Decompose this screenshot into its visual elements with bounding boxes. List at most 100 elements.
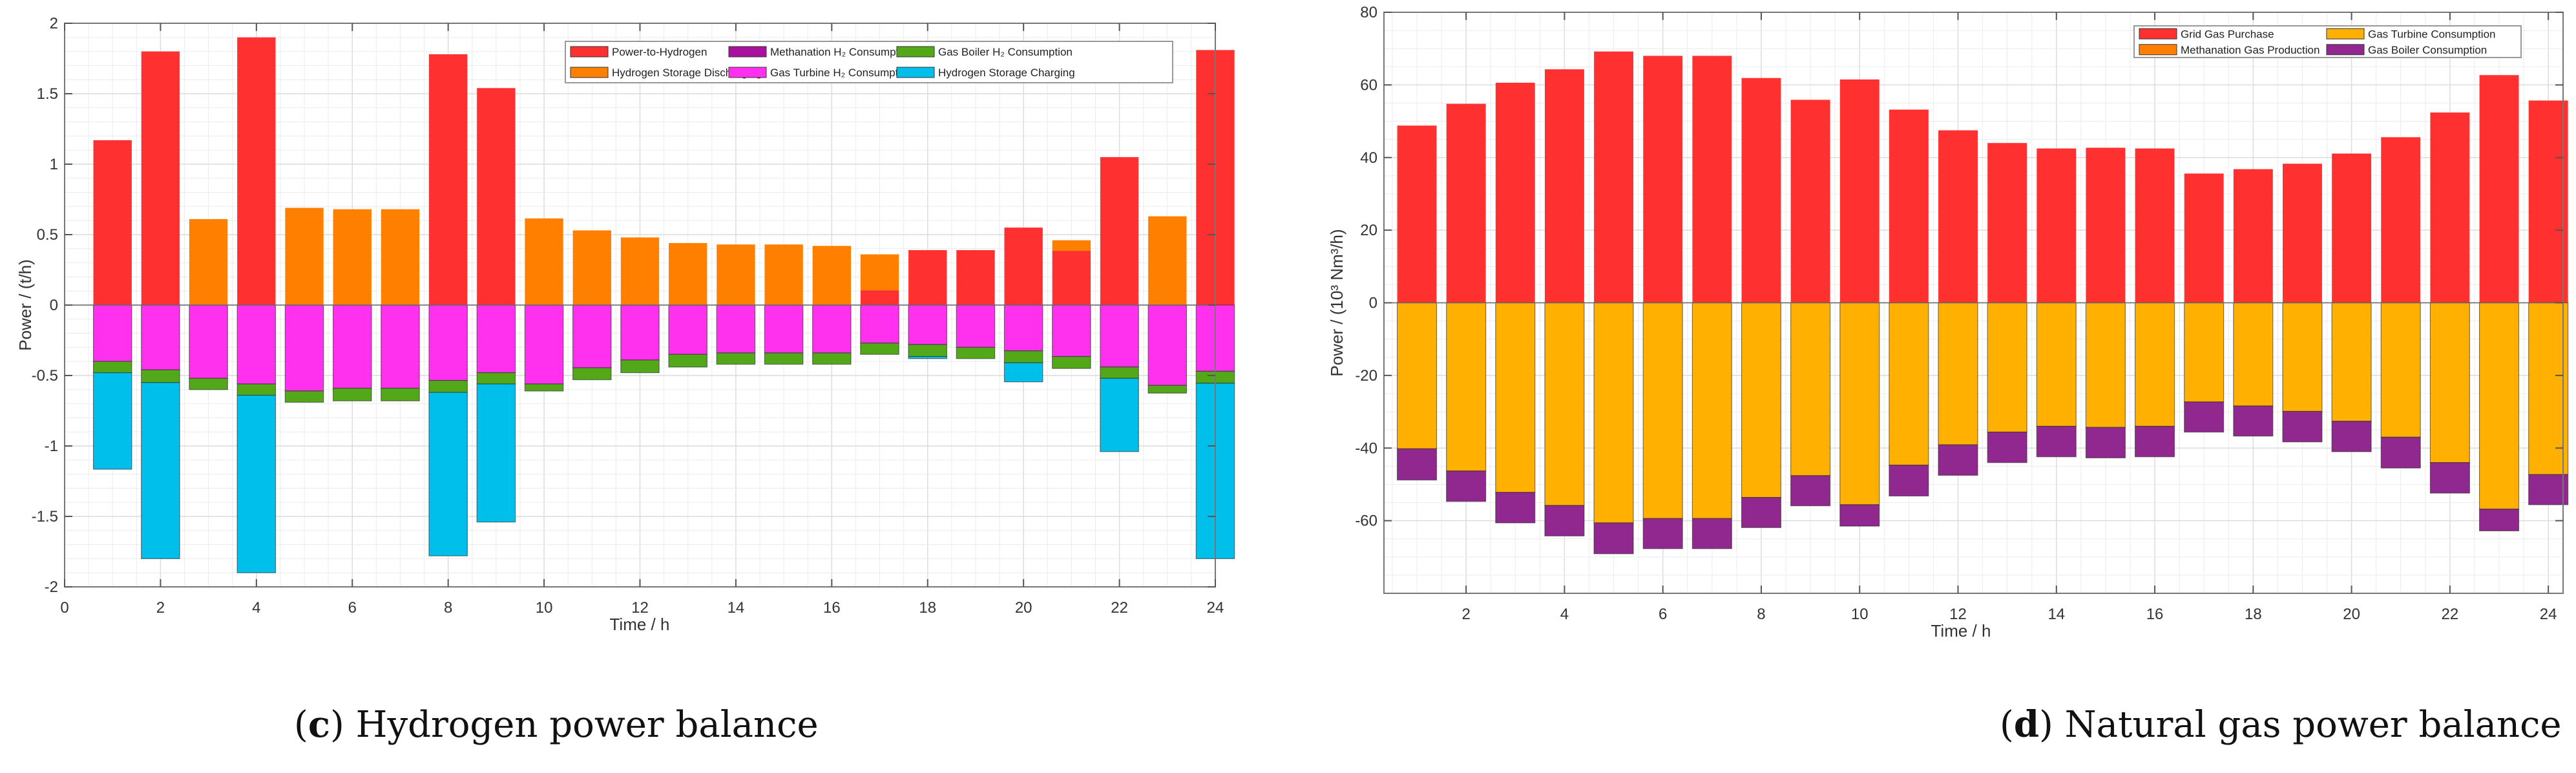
legend-box: [565, 41, 1173, 83]
bar-segment-gas-turbine-consumption-t10: [1839, 302, 1880, 505]
bar-segment-hydrogen-storage-discharging-t12: [620, 237, 660, 305]
bar-segment-gas-boiler-consumption-t3: [1495, 492, 1536, 524]
caption-c-open: (: [294, 704, 308, 746]
bar-segment-gas-boiler-consumption-t22: [2429, 462, 2470, 494]
bar-segment-hydrogen-storage-charging-t2: [141, 382, 180, 560]
y-tick-label: -2: [45, 578, 58, 596]
bar-segment-power-to-hydrogen-t2: [141, 51, 180, 305]
bar-segment-grid-gas-purchase-t12: [1938, 130, 1978, 303]
bar-segment-power-to-hydrogen-t9: [477, 88, 516, 305]
bar-segment-gas-boiler-h-consumption-t13: [668, 354, 707, 368]
y-tick-label: -1: [45, 438, 58, 455]
bar-segment-gas-boiler-consumption-t21: [2380, 436, 2421, 469]
bar-segment-gas-turbine-h-consumption-t12: [620, 304, 660, 361]
bar-segment-hydrogen-storage-charging-t4: [236, 394, 277, 573]
bar-segment-power-to-hydrogen-t18: [908, 249, 947, 305]
bar-segment-gas-turbine-h-consumption-t13: [668, 304, 707, 355]
bar-segment-power-to-hydrogen-t19: [956, 249, 995, 305]
bar-segment-gas-boiler-consumption-t2: [1446, 471, 1487, 502]
legend-swatch: [728, 46, 767, 58]
bar-segment-grid-gas-purchase-t11: [1889, 109, 1929, 303]
bar-segment-gas-turbine-h-consumption-t1: [92, 304, 132, 362]
bar-segment-grid-gas-purchase-t1: [1397, 125, 1437, 303]
bar-segment-gas-boiler-h-consumption-t15: [764, 352, 804, 365]
legend-swatch: [2326, 28, 2365, 39]
bar-segment-hydrogen-storage-discharging-t7: [381, 209, 420, 305]
x-tick-label: 12: [631, 599, 649, 617]
y-tick-label: 80: [1360, 4, 1377, 21]
x-tick-label: 0: [60, 599, 68, 617]
bar-segment-gas-boiler-h-consumption-t5: [284, 390, 324, 403]
caption-d-open: (: [2000, 704, 2014, 746]
caption-d: (d) Natural gas power balance: [2000, 703, 2562, 746]
legend-swatch: [896, 67, 935, 78]
legend-swatch: [570, 67, 609, 78]
x-axis-label: Time / h: [610, 615, 670, 634]
bar-segment-gas-turbine-h-consumption-t8: [428, 304, 468, 381]
bar-segment-gas-turbine-consumption-t3: [1495, 302, 1536, 493]
hydrogen-power-balance-chart: 0 2 4 6 8 10 12 14 16 18 20 22 2421.510.50-0.5-1-1.5…: [16, 15, 1235, 634]
bar-segment-gas-boiler-h-consumption-t22: [1100, 366, 1139, 379]
bar-segment-gas-boiler-h-consumption-t10: [524, 383, 564, 392]
bar-segment-gas-boiler-h-consumption-t18: [908, 344, 948, 357]
bar-segment-hydrogen-storage-discharging-t6: [333, 209, 372, 305]
caption-c-letter: c: [308, 703, 330, 746]
bar-segment-grid-gas-purchase-t19: [2283, 164, 2322, 303]
bar-segment-gas-turbine-consumption-t17: [2184, 302, 2225, 403]
legend: Power-to-Hydrogen Hydrogen Storage Discha…: [565, 41, 1173, 83]
x-tick-label: 24: [1207, 599, 1224, 617]
legend-swatch: [728, 67, 767, 78]
bar-segment-grid-gas-purchase-t21: [2381, 137, 2421, 303]
legend-label: Power-to-Hydrogen: [612, 46, 707, 58]
bar-segment-gas-boiler-consumption-t4: [1544, 505, 1585, 536]
y-tick-label: 20: [1360, 222, 1377, 239]
bar-segment-hydrogen-storage-discharging-t15: [764, 244, 803, 305]
bar-segment-gas-boiler-h-consumption-t4: [236, 383, 277, 396]
legend-label: Grid Gas Purchase: [2181, 28, 2274, 40]
legend-label: Methanation H₂ Consumption: [770, 46, 914, 58]
bar-segment-grid-gas-purchase-t7: [1692, 56, 1732, 303]
bar-segment-gas-boiler-h-consumption-t1: [92, 361, 132, 374]
y-tick-label: -20: [1355, 367, 1377, 385]
bar-segment-gas-turbine-consumption-t18: [2233, 302, 2274, 407]
bar-segment-gas-boiler-consumption-t23: [2478, 509, 2520, 531]
bar-segment-gas-turbine-h-consumption-t9: [476, 304, 516, 374]
bar-segment-grid-gas-purchase-t9: [1790, 100, 1830, 303]
y-tick-label: 0.5: [37, 226, 58, 244]
bar-segment-gas-boiler-h-consumption-t20: [1003, 350, 1043, 363]
bar-segment-hydrogen-storage-discharging-t14: [717, 244, 755, 305]
x-tick-label: 2: [1461, 606, 1470, 623]
bar-segment-hydrogen-storage-discharging-t16: [812, 246, 852, 305]
bar-segment-gas-turbine-consumption-t8: [1741, 302, 1782, 498]
legend-label: Methanation Gas Production: [2181, 44, 2319, 56]
bar-segment-hydrogen-storage-charging-t22: [1100, 377, 1139, 452]
bar-segment-hydrogen-storage-discharging-t11: [572, 230, 611, 305]
bar-segment-gas-boiler-consumption-t11: [1889, 465, 1929, 497]
bar-segment-grid-gas-purchase-t24: [2528, 100, 2568, 303]
bar-segment-grid-gas-purchase-t4: [1544, 69, 1584, 303]
bar-segment-gas-turbine-consumption-t1: [1396, 302, 1438, 449]
legend-label: Gas Turbine H₂ Consumption: [770, 67, 913, 79]
bar-segment-gas-boiler-consumption-t15: [2085, 427, 2126, 459]
bar-segment-gas-turbine-h-consumption-t10: [524, 304, 564, 385]
bar-segment-power-to-hydrogen-t22: [1100, 157, 1139, 305]
bar-segment-power-to-hydrogen-t20: [1004, 228, 1043, 305]
bar-segment-gas-turbine-h-consumption-t19: [956, 304, 996, 348]
x-tick-label: 16: [2146, 606, 2164, 623]
caption-d-text: ) Natural gas power balance: [2039, 704, 2562, 746]
bar-segment-gas-turbine-consumption-t20: [2331, 302, 2372, 422]
y-tick-label: 1.5: [37, 85, 58, 103]
legend-label: Hydrogen Storage Discharging: [612, 67, 762, 79]
bar-segment-gas-turbine-consumption-t21: [2380, 302, 2421, 438]
bar-segment-gas-boiler-consumption-t17: [2184, 401, 2225, 433]
bar-segment-gas-turbine-consumption-t2: [1446, 302, 1487, 472]
bar-segment-gas-turbine-consumption-t11: [1889, 302, 1929, 466]
x-tick-label: 18: [919, 599, 936, 617]
bar-segment-hydrogen-storage-charging-t18: [908, 355, 948, 359]
bar-segment-grid-gas-purchase-t14: [2037, 148, 2077, 303]
bar-segment-gas-turbine-consumption-t5: [1593, 302, 1634, 524]
bar-segment-power-to-hydrogen-t8: [428, 54, 468, 306]
legend-label: Hydrogen Storage Charging: [938, 67, 1075, 79]
bar-segment-gas-turbine-h-consumption-t17: [860, 304, 899, 344]
